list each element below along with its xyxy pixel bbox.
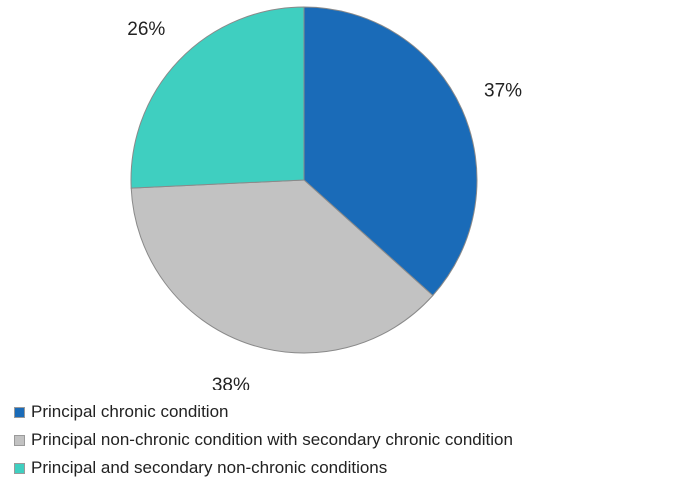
legend-swatch-principal-secondary-non-chronic — [14, 462, 25, 474]
pie-plot-area: 37% 38% 26% — [127, 6, 522, 390]
pie-slice-principal-non-chronic-secondary-chronic — [130, 179, 434, 354]
legend-label-principal-non-chronic-secondary-chronic: Principal non-chronic condition with sec… — [31, 430, 513, 449]
legend-item-principal-chronic: Principal chronic condition — [14, 398, 669, 426]
data-label-principal-secondary-non-chronic: 26% — [127, 19, 165, 40]
pie-slices — [130, 6, 478, 354]
pie-slice-principal-secondary-non-chronic — [130, 6, 305, 189]
legend-item-principal-secondary-non-chronic: Principal and secondary non-chronic cond… — [14, 454, 669, 482]
pie-data-labels: 37% 38% 26% — [127, 19, 522, 390]
legend-swatch-principal-non-chronic-secondary-chronic — [14, 434, 25, 446]
legend-item-principal-non-chronic-secondary-chronic: Principal non-chronic condition with sec… — [14, 426, 669, 454]
legend-label-principal-secondary-non-chronic: Principal and secondary non-chronic cond… — [31, 458, 388, 477]
legend: Principal chronic condition Principal no… — [14, 398, 669, 482]
legend-label-principal-chronic: Principal chronic condition — [31, 402, 229, 421]
pie-slice-principal-chronic — [303, 6, 478, 297]
legend-swatch-principal-chronic — [14, 406, 25, 418]
data-label-principal-chronic: 37% — [484, 81, 522, 102]
data-label-principal-non-chronic-secondary-chronic: 38% — [212, 375, 250, 390]
